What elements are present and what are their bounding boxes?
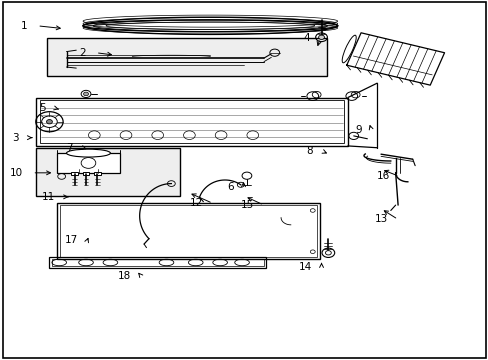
Text: 17: 17 [64, 235, 78, 245]
Text: 7: 7 [66, 143, 73, 153]
Bar [36, 148, 179, 196]
Text: 5: 5 [39, 103, 45, 113]
Bar [57, 153, 120, 173]
Bar [82, 172, 89, 175]
Circle shape [83, 92, 88, 96]
Text: 8: 8 [305, 146, 312, 156]
Text: 18: 18 [118, 271, 131, 281]
Bar [36, 98, 347, 146]
Bar [71, 172, 78, 175]
Bar [47, 39, 327, 76]
Text: 9: 9 [354, 125, 361, 135]
Bar [40, 100, 343, 143]
Bar [49, 257, 266, 268]
Text: 11: 11 [42, 192, 55, 202]
Text: 3: 3 [13, 133, 19, 143]
Text: 12: 12 [189, 198, 203, 208]
Circle shape [318, 35, 324, 40]
Text: 14: 14 [298, 262, 311, 272]
Text: 1: 1 [21, 21, 27, 31]
Bar [60, 206, 317, 257]
Text: 6: 6 [227, 182, 233, 192]
Text: 16: 16 [376, 171, 389, 181]
Ellipse shape [66, 149, 110, 157]
Circle shape [46, 120, 52, 124]
Bar [57, 203, 320, 259]
Text: 2: 2 [79, 48, 86, 58]
Bar [94, 172, 101, 175]
Text: 15: 15 [241, 200, 254, 210]
Text: 13: 13 [374, 215, 387, 224]
Text: 10: 10 [9, 168, 22, 178]
Text: 4: 4 [303, 33, 310, 43]
Bar [52, 259, 264, 266]
